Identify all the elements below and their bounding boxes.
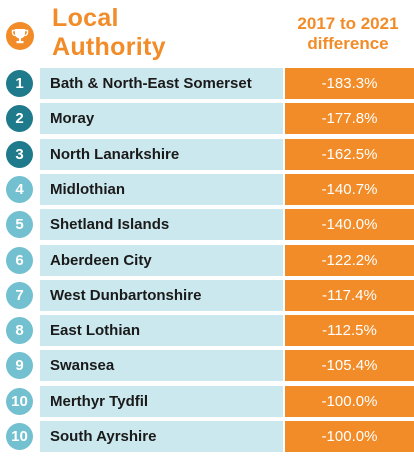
value-cell <box>285 350 414 382</box>
table-row: 6 Aberdeen City -122.2% <box>0 244 414 276</box>
rank-badge: 1 <box>6 70 33 97</box>
rank-badge: 10 <box>6 387 33 415</box>
difference-value: -112.5% <box>322 322 377 340</box>
value-cell <box>285 279 414 311</box>
table-row: 4 Midlothian -140.7% <box>0 173 414 205</box>
diff-line-2: difference <box>307 34 389 53</box>
name-cell <box>40 209 283 241</box>
trophy-icon <box>6 22 34 50</box>
rank-badge: 9 <box>6 352 33 380</box>
value-cell <box>285 209 414 241</box>
difference-value: -140.0% <box>321 216 378 234</box>
table-row: 9 Swansea -105.4% <box>0 350 414 382</box>
table-row: 1 Bath & North-East Somerset -183.3% <box>0 68 414 99</box>
rank-badge: 3 <box>6 140 33 168</box>
authority-name: Moray <box>50 110 95 128</box>
authority-name: Swansea <box>50 357 115 375</box>
column-title-difference: 2017 to 2021 difference <box>283 14 413 54</box>
rank-badge: 2 <box>6 105 33 133</box>
name-cell <box>40 173 283 205</box>
difference-value: -105.4% <box>321 357 378 375</box>
difference-value: -122.2% <box>321 251 378 269</box>
rank-badge: 8 <box>6 317 33 345</box>
name-cell <box>40 385 283 417</box>
table-row: 7 West Dunbartonshire -117.4% <box>0 279 414 311</box>
name-cell <box>40 103 283 135</box>
name-cell <box>40 68 283 99</box>
name-cell <box>40 244 283 276</box>
difference-value: -162.5% <box>321 145 378 163</box>
table-row: 3 North Lanarkshire -162.5% <box>0 138 414 170</box>
rank-badge: 5 <box>6 211 33 239</box>
column-title-local-authority: Local Authority <box>52 4 166 62</box>
authority-name: North Lanarkshire <box>50 145 180 163</box>
difference-value: -100.0% <box>321 392 378 410</box>
difference-value: -117.4% <box>322 286 377 304</box>
title-line-2: Authority <box>52 33 166 61</box>
difference-value: -100.0% <box>321 428 378 445</box>
value-cell <box>285 421 414 452</box>
value-cell <box>285 68 414 99</box>
name-cell <box>40 315 283 347</box>
title-line-1: Local <box>52 4 119 32</box>
rank-badge: 6 <box>6 246 33 274</box>
value-cell <box>285 173 414 205</box>
authority-name: West Dunbartonshire <box>50 286 202 304</box>
authority-name: South Ayrshire <box>50 428 157 445</box>
authority-name: Merthyr Tydfil <box>50 392 149 410</box>
authority-name: Aberdeen City <box>50 251 152 269</box>
name-cell <box>40 279 283 311</box>
authority-name: Midlothian <box>50 180 125 198</box>
table-row: 8 East Lothian -112.5% <box>0 315 414 347</box>
difference-value: -177.8% <box>321 110 378 128</box>
value-cell <box>285 385 414 417</box>
table-row: 5 Shetland Islands -140.0% <box>0 209 414 241</box>
authority-name: East Lothian <box>50 322 141 340</box>
name-cell <box>40 421 283 452</box>
diff-line-1: 2017 to 2021 <box>297 14 399 33</box>
difference-value: -183.3% <box>321 75 378 92</box>
difference-value: -140.7% <box>321 180 378 198</box>
table-header: Local Authority 2017 to 2021 difference <box>0 0 414 66</box>
table-row: 10 South Ayrshire -100.0% <box>0 421 414 452</box>
name-cell <box>40 138 283 170</box>
name-cell <box>40 350 283 382</box>
rank-badge: 10 <box>6 423 33 450</box>
table-row: 2 Moray -177.8% <box>0 103 414 135</box>
table-row: 10 Merthyr Tydfil -100.0% <box>0 385 414 417</box>
value-cell <box>285 244 414 276</box>
rank-badge: 7 <box>6 281 33 309</box>
authority-name: Bath & North-East Somerset <box>50 75 252 92</box>
rank-badge: 4 <box>6 175 33 203</box>
value-cell <box>285 138 414 170</box>
value-cell <box>285 103 414 135</box>
authority-name: Shetland Islands <box>50 216 170 234</box>
value-cell <box>285 315 414 347</box>
